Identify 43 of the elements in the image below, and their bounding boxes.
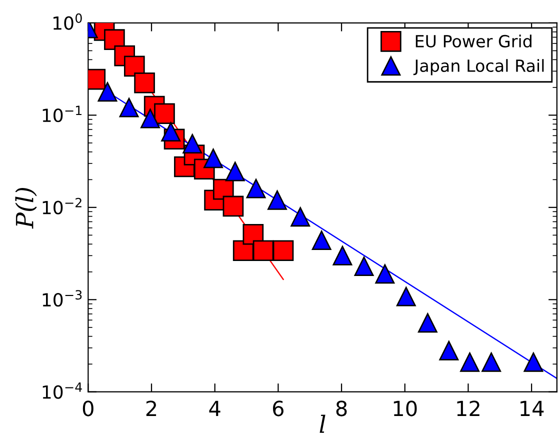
- y-axis-title: P(l): [15, 188, 37, 229]
- point: [225, 162, 245, 182]
- point: [119, 98, 139, 118]
- point: [246, 178, 266, 198]
- point: [252, 240, 274, 262]
- y-tick-label: 10$^{0}$: [54, 13, 82, 30]
- point: [482, 352, 502, 372]
- point: [182, 134, 202, 154]
- point: [154, 103, 175, 124]
- point: [134, 72, 155, 94]
- legend-label: EU Power Grid: [416, 34, 532, 48]
- y-tick-label: 10$^{−3}$: [42, 290, 82, 307]
- point: [312, 230, 332, 250]
- point: [222, 196, 244, 217]
- x-tick-label: 0: [82, 400, 94, 416]
- point: [354, 256, 374, 276]
- x-axis-title: l: [320, 414, 326, 433]
- point: [460, 352, 480, 372]
- point: [332, 246, 352, 266]
- point: [439, 340, 459, 360]
- point: [290, 207, 310, 227]
- y-tick-label: 10$^{−2}$: [42, 198, 82, 214]
- x-tick-label: 6: [273, 400, 284, 416]
- x-tick-label: 10: [394, 400, 417, 416]
- point: [140, 108, 160, 128]
- x-tick-label: 2: [146, 400, 156, 416]
- x-tick-label: 4: [209, 400, 220, 416]
- point: [124, 56, 145, 77]
- point: [272, 240, 294, 262]
- point: [161, 122, 181, 142]
- x-tick-label: 12: [457, 400, 480, 416]
- x-tick-label: 14: [520, 400, 544, 416]
- point: [268, 190, 287, 210]
- point: [524, 352, 544, 372]
- point: [396, 286, 416, 306]
- x-tick-label: 8: [336, 400, 347, 416]
- point: [204, 148, 223, 168]
- y-tick-label: 10$^{−1}$: [42, 106, 82, 122]
- legend-label: Japan Local Rail: [413, 59, 544, 76]
- point: [375, 264, 395, 284]
- point: [98, 82, 118, 102]
- point: [418, 313, 438, 333]
- y-tick-label: 10$^{−4}$: [42, 382, 82, 399]
